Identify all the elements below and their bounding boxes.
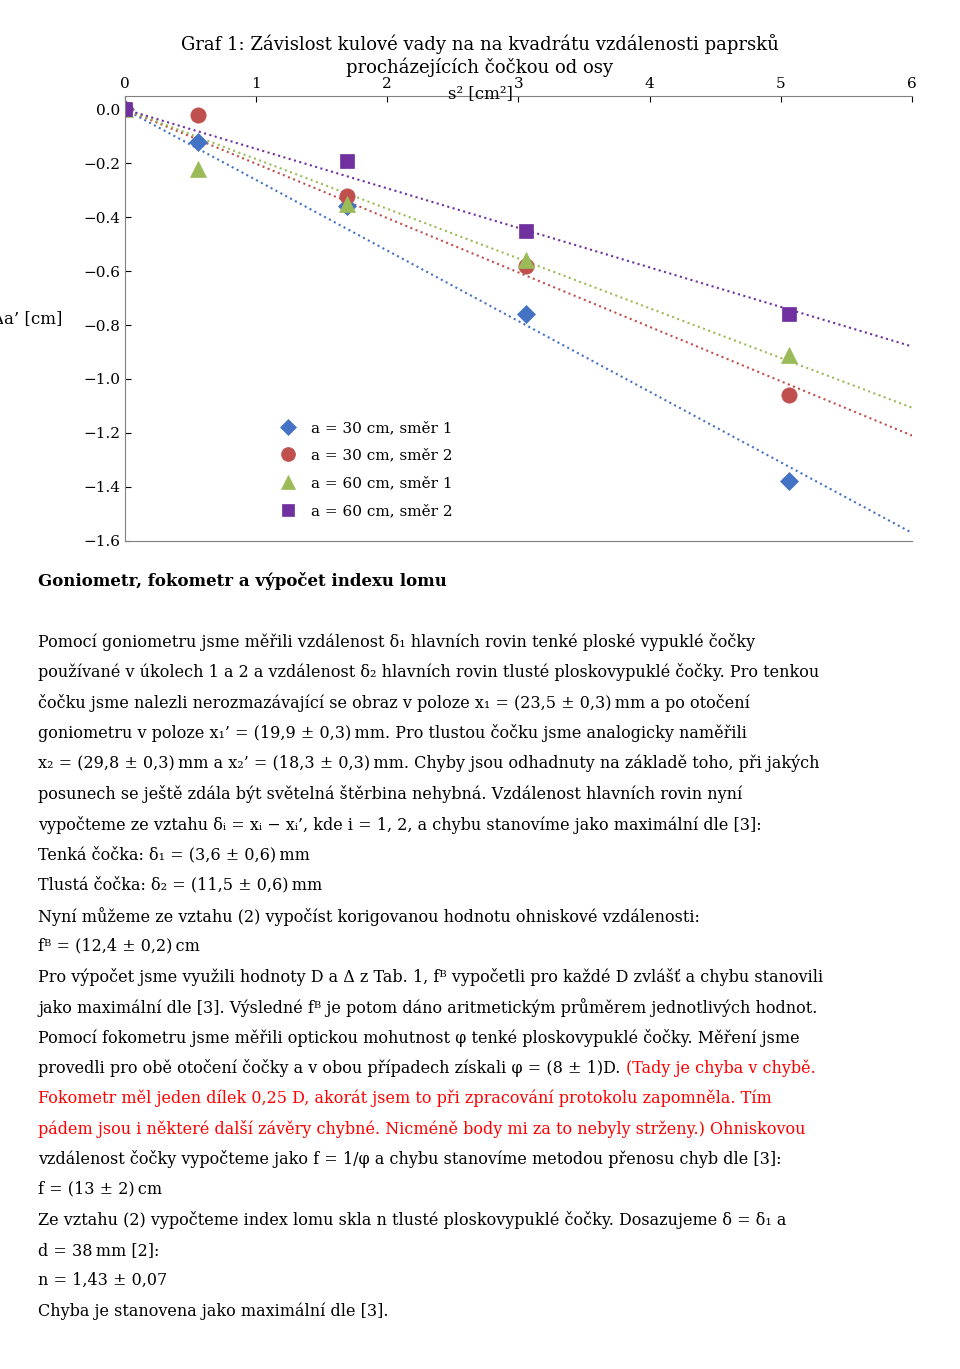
Text: goniometru v poloze x₁’ = (19,9 ± 0,3) mm. Pro tlustou čočku jsme analogicky nam: goniometru v poloze x₁’ = (19,9 ± 0,3) m… (38, 724, 747, 742)
Text: provedli pro obě otočení čočky a v obou případech získali φ = (8 ± 1)D.: provedli pro obě otočení čočky a v obou … (38, 1060, 626, 1077)
Text: Fokometr měl jeden dílek 0,25 D, akorát jsem to při zpracování protokolu zapomně: Fokometr měl jeden dílek 0,25 D, akorát … (38, 1090, 772, 1108)
Text: Pomocí goniometru jsme měřili vzdálenost δ₁ hlavních rovin tenké ploské vypuklé : Pomocí goniometru jsme měřili vzdálenost… (38, 632, 756, 652)
Text: Ze vztahu (2) vypočteme index lomu skla n tlusté ploskovypuklé čočky. Dosazujeme: Ze vztahu (2) vypočteme index lomu skla … (38, 1212, 787, 1229)
Text: Graf 1: Závislost kulové vady na na kvadrátu vzdálenosti paprsků: Graf 1: Závislost kulové vady na na kvad… (181, 34, 779, 55)
Text: čočku jsme nalezli nerozmazávající se obraz v poloze x₁ = (23,5 ± 0,3) mm a po o: čočku jsme nalezli nerozmazávající se ob… (38, 694, 751, 712)
Text: Goniometr, fokometr a výpočet indexu lomu: Goniometr, fokometr a výpočet indexu lom… (38, 572, 447, 590)
Text: Tenká čočka: δ₁ = (3,6 ± 0,6) mm: Tenká čočka: δ₁ = (3,6 ± 0,6) mm (38, 846, 310, 862)
Y-axis label: Δa’ [cm]: Δa’ [cm] (0, 309, 62, 327)
Legend: a = 30 cm, směr 1, a = 30 cm, směr 2, a = 60 cm, směr 1, a = 60 cm, směr 2: a = 30 cm, směr 1, a = 30 cm, směr 2, a … (266, 415, 458, 524)
Text: Chyba je stanovena jako maximální dle [3].: Chyba je stanovena jako maximální dle [3… (38, 1302, 389, 1320)
Text: posunech se ještě zdála být světelná štěrbina nehybná. Vzdálenost hlavních rovin: posunech se ještě zdála být světelná ště… (38, 786, 743, 804)
Text: Nyní můžeme ze vztahu (2) vypočíst korigovanou hodnotu ohniskové vzdálenosti:: Nyní můžeme ze vztahu (2) vypočíst korig… (38, 906, 700, 925)
Text: fᴮ = (12,4 ± 0,2) cm: fᴮ = (12,4 ± 0,2) cm (38, 938, 201, 954)
Text: jako maximální dle [3]. Výsledné fᴮ je potom dáno aritmetickým průměrem jednotli: jako maximální dle [3]. Výsledné fᴮ je p… (38, 998, 818, 1017)
Text: Pro výpočet jsme využili hodnoty D a Δ z Tab. 1, fᴮ vypočetli pro každé D zvlášť: Pro výpočet jsme využili hodnoty D a Δ z… (38, 968, 824, 986)
Text: Tlustá čočka: δ₂ = (11,5 ± 0,6) mm: Tlustá čočka: δ₂ = (11,5 ± 0,6) mm (38, 876, 323, 894)
Text: (Tady je chyba v chybě.: (Tady je chyba v chybě. (626, 1060, 816, 1076)
Text: d = 38 mm [2]:: d = 38 mm [2]: (38, 1242, 159, 1258)
Text: f = (13 ± 2) cm: f = (13 ± 2) cm (38, 1181, 162, 1198)
Text: vypočteme ze vztahu δᵢ = xᵢ − xᵢ’, kde i = 1, 2, a chybu stanovíme jako maximáln: vypočteme ze vztahu δᵢ = xᵢ − xᵢ’, kde i… (38, 816, 762, 834)
Text: x₂ = (29,8 ± 0,3) mm a x₂’ = (18,3 ± 0,3) mm. Chyby jsou odhadnuty na základě to: x₂ = (29,8 ± 0,3) mm a x₂’ = (18,3 ± 0,3… (38, 754, 820, 772)
Text: n = 1,43 ± 0,07: n = 1,43 ± 0,07 (38, 1272, 168, 1290)
Text: Pomocí fokometru jsme měřili optickou mohutnost φ tenké ploskovypuklé čočky. Měř: Pomocí fokometru jsme měřili optickou mo… (38, 1028, 800, 1047)
Text: s² [cm²]: s² [cm²] (447, 85, 513, 101)
Text: pádem jsou i některé další závěry chybné. Nicméně body mi za to nebyly strženy.): pádem jsou i některé další závěry chybné… (38, 1120, 805, 1138)
Text: procházejících čočkou od osy: procházejících čočkou od osy (347, 57, 613, 77)
Text: vzdálenost čočky vypočteme jako f = 1/φ a chybu stanovíme metodou přenosu chyb d: vzdálenost čočky vypočteme jako f = 1/φ … (38, 1150, 781, 1168)
Text: používané v úkolech 1 a 2 a vzdálenost δ₂ hlavních rovin tlusté ploskovypuklé čo: používané v úkolech 1 a 2 a vzdálenost δ… (38, 664, 820, 682)
